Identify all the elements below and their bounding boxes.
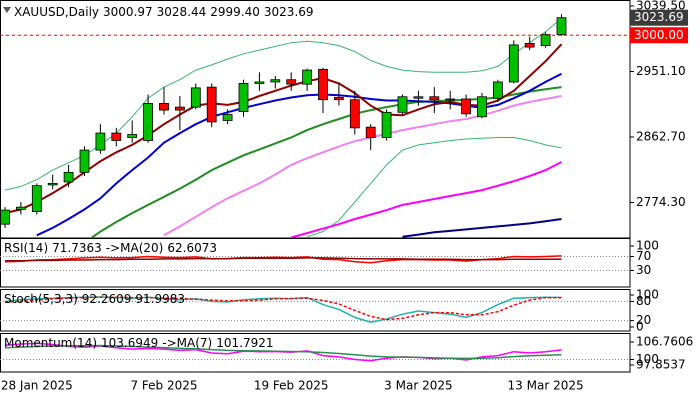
panel-header: Stoch(5,3,3) 92.2609 91.9983 (4, 292, 185, 306)
indicator-line (36, 72, 562, 237)
header-part: 71.7363 (52, 241, 102, 255)
candle-body (15, 206, 26, 210)
header-part: 103.6949 (101, 336, 158, 350)
candle-body (143, 103, 154, 141)
header-part: 3023.69 (264, 5, 314, 19)
header-part: 101.7921 (216, 336, 273, 350)
symbol-icon (3, 7, 11, 13)
indicator-line (4, 296, 562, 321)
indicator-line (5, 257, 562, 262)
y-tick-label: 100 (636, 352, 659, 366)
panel-header: XAUUSD,Daily 3000.97 3028.44 2999.40 3023.69 (14, 5, 314, 19)
candle-body (127, 134, 138, 138)
candle-body (174, 106, 185, 111)
header-part: Stoch(5,3,3) (4, 292, 78, 306)
candle-body (429, 96, 440, 101)
panel-header: RSI(14) 71.7363 ->MA(20) 62.6073 (4, 241, 217, 255)
panel-plot (0, 14, 567, 238)
level-label-box (630, 27, 688, 44)
header-part: 2999.40 (210, 5, 260, 19)
candle-body (477, 96, 487, 118)
panel-plot (0, 296, 630, 323)
candle-body (111, 132, 122, 141)
header-part: 3028.44 (157, 5, 207, 19)
y-tick-label: 2862.70 (636, 129, 686, 143)
x-tick-label: 13 Mar 2025 (508, 379, 584, 393)
y-tick-label: 0 (636, 320, 644, 334)
candle-body (31, 185, 42, 212)
candle-body (397, 96, 408, 113)
last-price-box (630, 9, 688, 26)
candle-body (270, 79, 281, 83)
header-part: RSI(14) (4, 241, 48, 255)
indicator-line (402, 218, 562, 238)
panel-plot (0, 255, 630, 271)
y-tick-label: 70 (636, 249, 651, 263)
indicator-line (4, 255, 562, 264)
panel-header: Momentum(14) 103.6949 ->MA(7) 101.7921 (4, 336, 274, 350)
candle-body (349, 99, 360, 129)
indicator-line (163, 95, 562, 237)
x-tick-label: 7 Feb 2025 (130, 379, 197, 393)
candle-body (365, 126, 376, 138)
momentum-panel-border (0, 333, 631, 373)
header-part: 3000.97 (103, 5, 153, 19)
last-price-label: 3023.69 (634, 10, 684, 24)
candle-body (333, 97, 344, 101)
y-tick-label: 20 (636, 313, 651, 327)
candle-body (286, 79, 297, 85)
indicator-line (4, 344, 562, 360)
y-tick-label: 106.7606 (636, 335, 693, 349)
y-tick-label: 3039.50 (636, 0, 686, 13)
candle-body (524, 43, 535, 48)
y-tick-label: 80 (636, 294, 651, 308)
candle-body (508, 44, 519, 83)
header-part: XAUUSD,Daily (14, 5, 99, 19)
candle-body (318, 68, 328, 101)
panel-plot (0, 342, 630, 362)
candle-body (222, 114, 233, 121)
header-part: Momentum(14) (4, 336, 97, 350)
candle-body (381, 111, 392, 138)
indicator-line (306, 137, 562, 238)
candle-body (47, 183, 58, 186)
header-part: ->MA(7) (162, 336, 212, 350)
candle-body (190, 87, 201, 108)
level-label: 3000.00 (634, 28, 684, 42)
candle-body (206, 86, 217, 123)
candle-body (63, 171, 74, 183)
header-part: 62.6073 (167, 241, 217, 255)
candle-body (540, 34, 551, 47)
candle-body (302, 69, 313, 85)
candle-body (461, 98, 472, 115)
candle-body (79, 149, 90, 173)
y-tick-label: 100 (636, 239, 659, 253)
y-tick-label: 2774.30 (636, 195, 686, 209)
x-tick-label: 19 Feb 2025 (254, 379, 329, 393)
indicator-line (290, 161, 562, 238)
candle-body (445, 98, 456, 101)
header-part: 92.2609 (82, 292, 132, 306)
candle-body (413, 96, 424, 99)
y-tick-label: 100 (636, 288, 659, 302)
rsi-panel-border (0, 238, 631, 288)
y-tick-label: 97.8537 (636, 358, 686, 372)
candle-body (254, 81, 265, 84)
candle-body (556, 17, 567, 35)
candle-body (238, 83, 249, 112)
header-part: 91.9983 (135, 292, 185, 306)
header-part: ->MA(20) (106, 241, 164, 255)
x-tick-label: 3 Mar 2025 (384, 379, 452, 393)
x-tick-label: 28 Jan 2025 (1, 379, 73, 393)
candle-body (0, 209, 10, 225)
candle-body (95, 132, 106, 151)
candle-body (492, 81, 503, 99)
y-tick-label: 2951.10 (636, 64, 686, 78)
stoch-panel-border (0, 289, 631, 332)
y-tick-label: 30 (636, 263, 651, 277)
candle-body (159, 103, 169, 111)
